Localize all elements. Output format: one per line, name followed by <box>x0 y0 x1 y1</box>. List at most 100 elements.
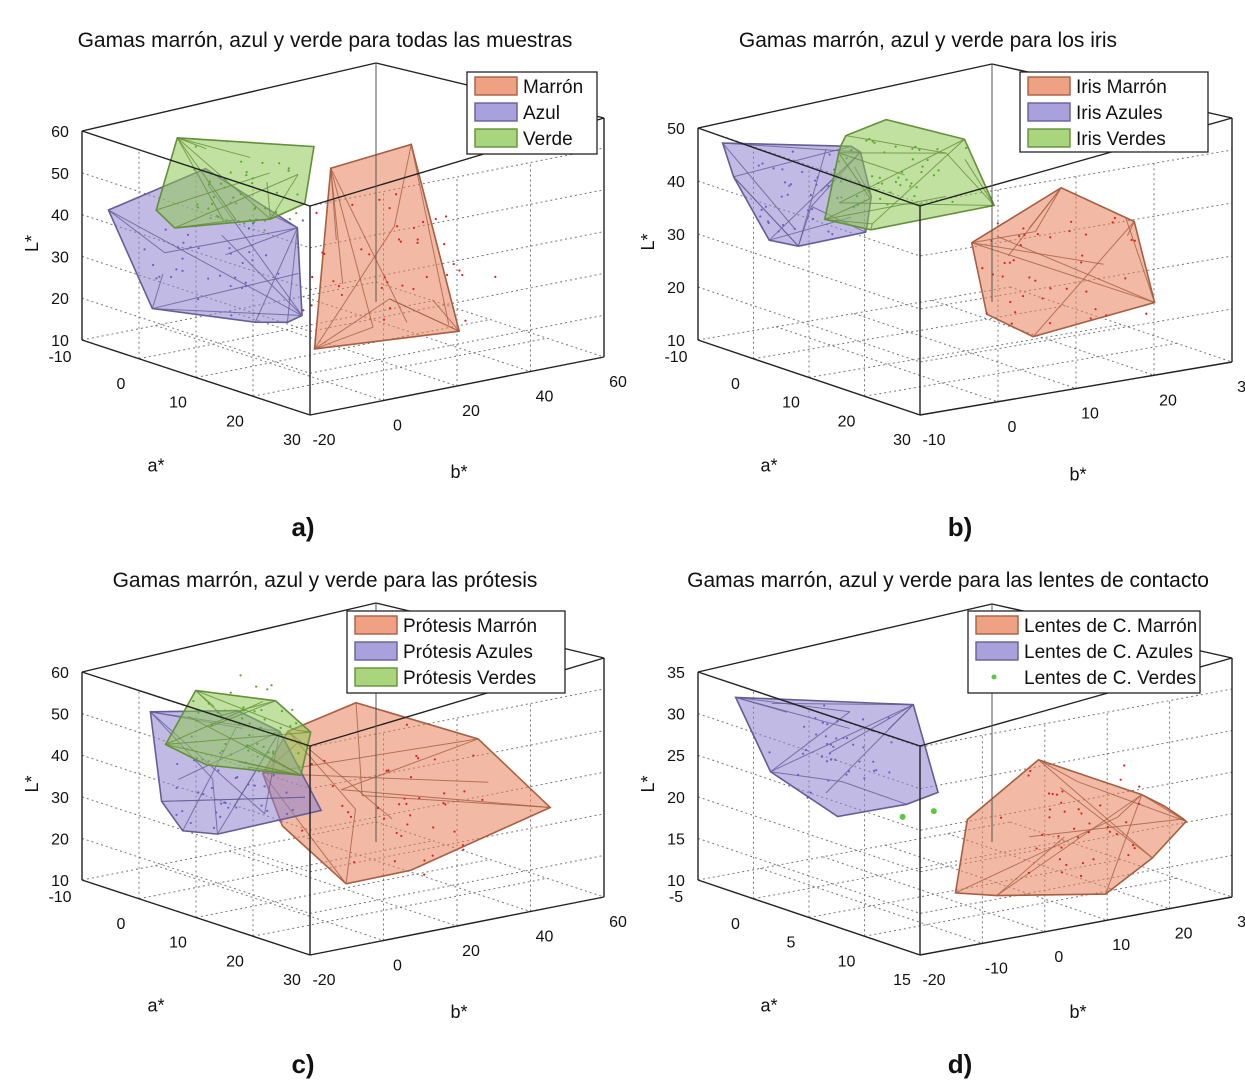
data-point <box>219 802 223 805</box>
hull-edge <box>362 795 551 808</box>
data-point <box>234 276 237 279</box>
z-tick-label: 10 <box>51 333 69 350</box>
grid-line <box>81 339 605 416</box>
legend-marker <box>991 674 997 680</box>
x-tick-label: 5 <box>787 935 796 952</box>
data-point <box>1048 808 1052 811</box>
data-point <box>1018 234 1021 238</box>
data-point <box>196 298 200 301</box>
chart-title: Gamas marrón, azul y verde para todas la… <box>78 29 573 52</box>
hull-edge <box>177 137 251 158</box>
data-point <box>218 274 222 277</box>
data-point <box>815 183 818 186</box>
hull-edge <box>151 273 164 309</box>
series-lentes-de-c-verdes <box>899 808 937 820</box>
data-point <box>248 251 251 254</box>
data-point <box>999 816 1003 819</box>
data-point <box>832 745 835 748</box>
data-point <box>202 792 205 796</box>
data-point <box>1133 239 1136 242</box>
data-point <box>811 217 815 220</box>
z-tick-label: 20 <box>51 831 69 848</box>
axes-edge <box>309 896 605 956</box>
data-point <box>245 174 248 177</box>
legend-label: Azul <box>523 103 560 124</box>
hull-edge <box>770 771 843 783</box>
data-point <box>1123 764 1126 767</box>
data-point <box>494 275 497 278</box>
hull-edge <box>165 701 264 745</box>
hull-edge <box>770 771 838 817</box>
data-point <box>301 829 304 832</box>
axes-edge <box>919 896 1233 956</box>
data-point <box>244 285 247 288</box>
data-point <box>766 220 770 223</box>
y-tick-label: -20 <box>312 432 335 449</box>
data-point <box>197 791 200 794</box>
y-tick-label: 20 <box>462 403 480 420</box>
data-point <box>446 273 449 277</box>
y-tick-label: 0 <box>1008 419 1017 436</box>
hull-edge <box>314 326 374 350</box>
data-point <box>264 207 267 210</box>
data-point <box>385 769 388 772</box>
data-point <box>1105 314 1108 317</box>
data-point <box>911 158 914 161</box>
data-point <box>263 718 266 721</box>
legend-swatch <box>975 641 1019 661</box>
data-point <box>270 684 273 687</box>
data-point <box>911 147 914 150</box>
data-point <box>247 227 250 230</box>
hull-edge <box>1028 187 1062 229</box>
data-point <box>434 217 437 221</box>
grid-line <box>1009 821 1233 898</box>
data-point <box>386 281 389 284</box>
data-point <box>789 183 793 186</box>
data-point <box>416 238 419 241</box>
data-point <box>828 752 831 755</box>
data-point <box>207 207 210 210</box>
data-point <box>845 773 848 776</box>
y-tick-label: 60 <box>609 914 627 931</box>
data-point <box>1035 847 1038 850</box>
grid-line <box>81 879 605 956</box>
y-tick-label: 0 <box>1054 949 1063 966</box>
legend-swatch <box>1027 76 1071 96</box>
hull-edge <box>176 137 224 221</box>
data-point <box>401 284 404 287</box>
x-axis-label: a* <box>760 996 777 1016</box>
data-point <box>873 141 876 144</box>
grid-line <box>760 867 983 944</box>
data-point <box>1061 790 1064 793</box>
data-point <box>1060 801 1063 804</box>
data-point <box>275 191 279 194</box>
data-point <box>914 145 917 148</box>
hull-edge <box>393 144 412 227</box>
data-point <box>910 182 913 185</box>
data-point <box>263 785 266 788</box>
data-point <box>229 171 232 174</box>
x-axis-label: a* <box>760 456 777 476</box>
data-point <box>1009 300 1012 304</box>
data-point <box>863 777 866 780</box>
hull-edge <box>996 893 1106 897</box>
grid-line <box>885 844 1108 921</box>
hull-edge <box>996 235 1155 303</box>
data-point <box>234 776 237 780</box>
data-point <box>259 726 262 729</box>
chart-title: Gamas marrón, azul y verde para las prót… <box>113 569 538 592</box>
grid-line <box>931 299 1155 376</box>
data-point <box>239 193 242 196</box>
data-point <box>1008 261 1011 264</box>
data-point <box>1099 804 1102 807</box>
data-point <box>965 146 968 150</box>
data-point <box>431 854 434 857</box>
data-point <box>453 830 456 833</box>
data-point <box>242 706 245 709</box>
data-point <box>228 247 231 250</box>
data-point <box>395 831 398 835</box>
legend: Marrón Azul Verde <box>466 71 598 155</box>
z-tick-label: 15 <box>667 831 685 848</box>
z-tick-label: 50 <box>51 166 69 183</box>
data-point <box>1094 308 1097 311</box>
